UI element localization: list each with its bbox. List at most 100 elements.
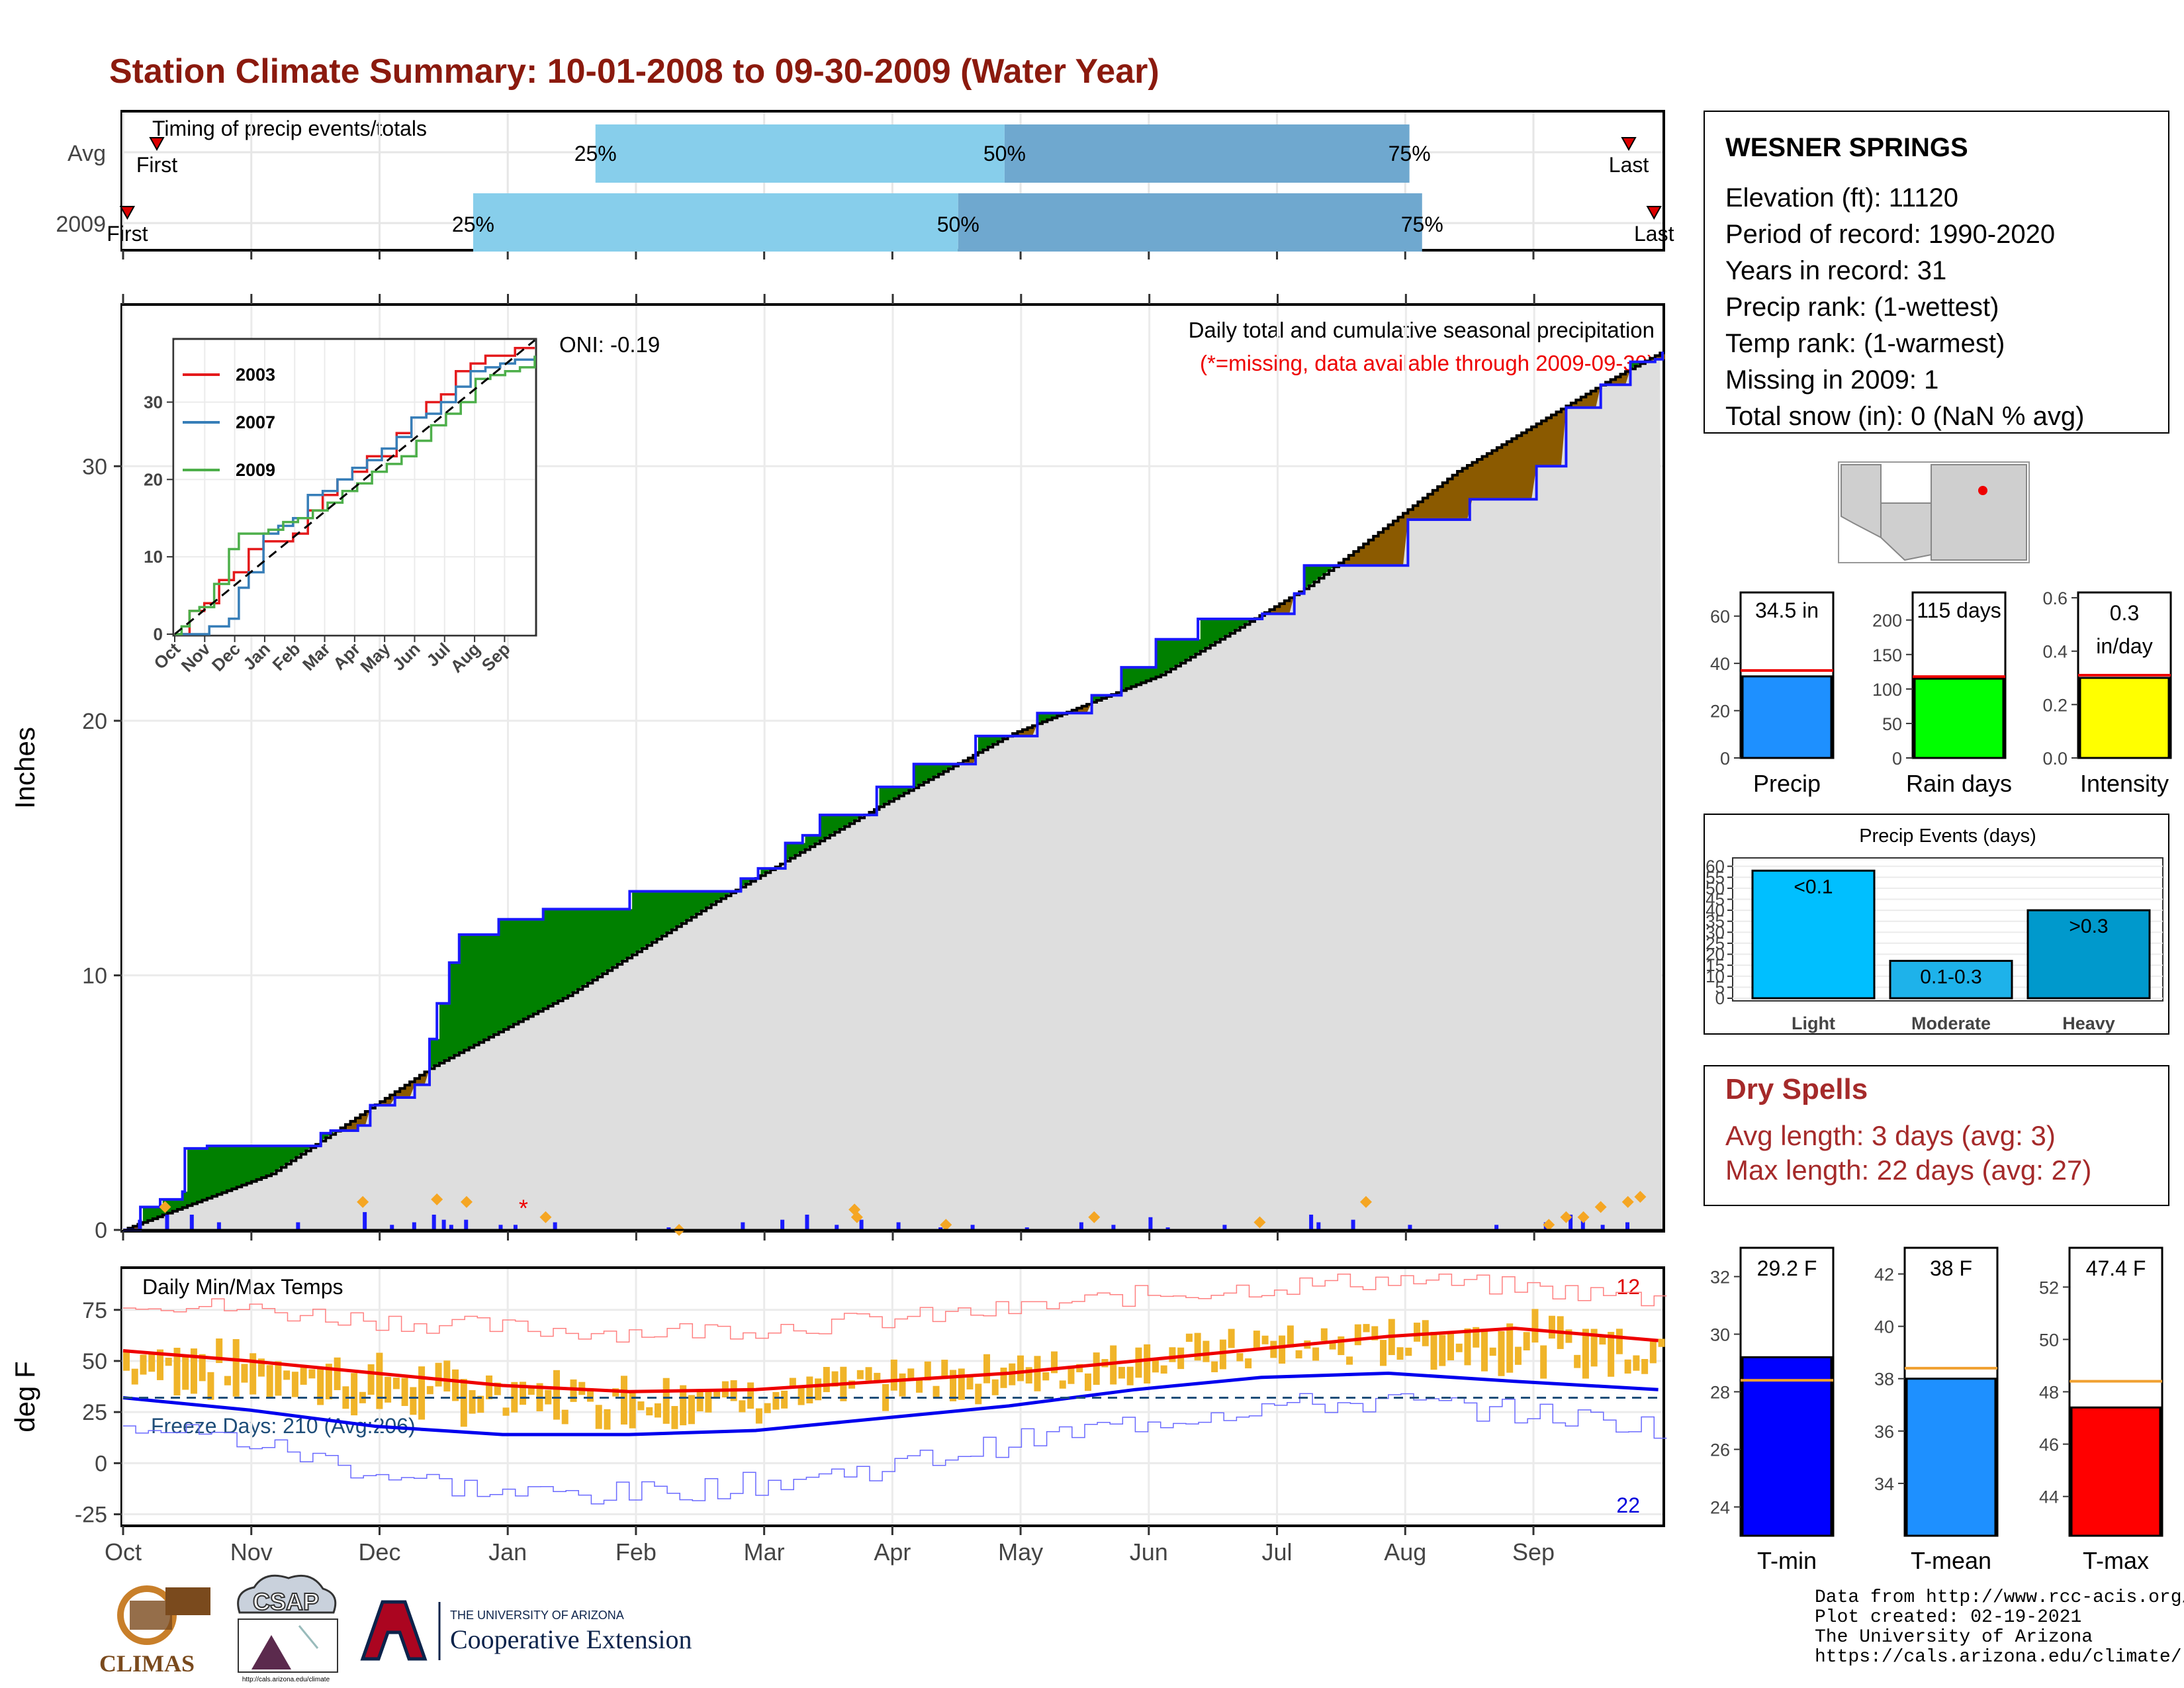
daily-temp-range-bar <box>334 1357 341 1391</box>
annual-y-tick-label: 0.0 <box>2042 749 2068 769</box>
timing-title: Timing of precip events/totals <box>152 117 427 140</box>
annual-y-tick-label: 40 <box>1710 654 1730 674</box>
temp-value-label: 47.4 F <box>2086 1256 2146 1280</box>
temps-x-tick-label: Feb <box>615 1538 657 1566</box>
daily-temp-range-bar <box>966 1376 974 1389</box>
events-y-tick-label: 50 <box>1706 878 1725 898</box>
precip-event-marker <box>159 1201 171 1213</box>
daily-temp-range-bar <box>1363 1324 1370 1333</box>
daily-temp-range-bar <box>300 1366 307 1385</box>
daily-temp-range-bar <box>1615 1329 1623 1354</box>
daily-temp-range-bar <box>856 1370 864 1380</box>
annual-bar-2 <box>2079 677 2170 759</box>
daily-temp-range-bar <box>401 1378 408 1406</box>
annual-y-tick-label: 100 <box>1872 680 1902 700</box>
daily-temp-range-bar <box>1185 1333 1193 1342</box>
daily-temp-range-bar <box>1034 1356 1041 1391</box>
daily-precip-bar <box>1494 1225 1499 1230</box>
daily-temp-range-bar <box>755 1408 762 1424</box>
dry-spells-box: Dry Spells Avg length: 3 days (avg: 3) M… <box>1704 1065 2169 1206</box>
inset-average-line <box>174 339 535 635</box>
daily-temp-range-bar <box>831 1371 839 1387</box>
daily-precip-bar <box>1351 1219 1355 1230</box>
daily-precip-bar <box>1309 1214 1314 1230</box>
daily-precip-bar <box>1569 1214 1573 1230</box>
locator-map <box>1838 461 2030 563</box>
daily-temp-range-bar <box>1219 1339 1226 1370</box>
station-years: Years in record: 31 <box>1725 256 1946 285</box>
station-precip-rank: Precip rank: (1-wettest) <box>1725 293 1999 322</box>
annual-value-label: 34.5 in <box>1755 598 1819 622</box>
daily-temp-range-bar <box>916 1379 923 1393</box>
daily-temp-range-bar <box>1084 1373 1091 1391</box>
daily-temp-range-bar <box>1540 1345 1547 1379</box>
daily-temp-range-bar <box>739 1400 746 1413</box>
daily-temp-range-bar <box>1261 1335 1269 1344</box>
daily-temp-range-bar <box>1608 1332 1615 1377</box>
first-event-marker <box>149 137 165 152</box>
temp-y-tick-label: 24 <box>1710 1498 1730 1518</box>
daily-temp-range-bar <box>1582 1329 1589 1379</box>
page-title: Station Climate Summary: 10-01-2008 to 0… <box>109 52 1160 91</box>
annual-category-label: Rain days <box>1906 770 2012 797</box>
temp-y-tick-label: 44 <box>2039 1487 2059 1507</box>
temps-x-tick-label: Aug <box>1384 1538 1426 1566</box>
daily-temp-range-bar <box>308 1369 316 1379</box>
daily-temp-range-bar <box>1245 1358 1252 1369</box>
daily-temp-range-bar <box>1439 1335 1446 1366</box>
min-count-label: 22 <box>1616 1493 1640 1517</box>
precip-panel: Inches Daily total and cumulative season… <box>9 294 1665 1243</box>
inset-series-2007 <box>175 355 536 635</box>
events-y-tick-label: 15 <box>1706 955 1725 975</box>
event-category-label: Moderate <box>1911 1013 1991 1033</box>
missing-data-marker: * <box>519 1194 528 1221</box>
daily-temp-range-bar <box>1464 1328 1471 1366</box>
precip-event-marker <box>1634 1191 1647 1203</box>
timing-bar-q2-avg <box>1004 124 1410 183</box>
temp-bar-t-max <box>2070 1406 2161 1537</box>
daily-temp-range-bar <box>629 1391 636 1429</box>
ua-big-text: Cooperative Extension <box>450 1624 692 1654</box>
daily-temp-range-bar <box>418 1366 426 1420</box>
daily-temp-range-bar <box>1270 1340 1277 1358</box>
daily-temp-range-bar <box>705 1389 712 1413</box>
daily-temp-range-bar <box>1194 1333 1201 1361</box>
annual-value-label: in/day <box>2096 634 2152 658</box>
daily-precip-bar <box>165 1214 169 1230</box>
daily-temp-range-bar <box>317 1368 324 1405</box>
daily-temp-range-bar <box>207 1372 214 1400</box>
record-high-line <box>123 1273 1667 1343</box>
credit-line-4: https://cals.arizona.edu/climate/ <box>1815 1647 2182 1667</box>
annual-category-label: Intensity <box>2080 770 2169 797</box>
precip-y-label: Inches <box>9 727 40 809</box>
annual-y-tick-label: 200 <box>1872 611 1902 631</box>
temp-y-tick-label: 32 <box>1710 1268 1730 1288</box>
precip-y-tick-label: 30 <box>82 454 107 479</box>
daily-temp-range-bar <box>1253 1331 1260 1349</box>
daily-temp-range-bar <box>1574 1354 1581 1368</box>
daily-temp-range-bar <box>469 1390 476 1414</box>
daily-precip-bar <box>805 1214 809 1230</box>
daily-precip-bar <box>1111 1225 1116 1230</box>
daily-temp-range-bar <box>654 1403 661 1418</box>
daily-temp-range-bar <box>443 1360 451 1392</box>
daily-precip-bar <box>835 1225 839 1230</box>
temp-y-tick-label: 38 <box>1874 1370 1894 1389</box>
precip-event-marker <box>539 1211 552 1223</box>
daily-temp-range-bar <box>595 1405 602 1429</box>
temp-category-label: T-max <box>2083 1547 2149 1574</box>
daily-temp-range-bar <box>688 1395 695 1425</box>
annual-y-tick-label: 20 <box>1710 702 1730 722</box>
daily-temp-range-bar <box>477 1395 484 1413</box>
daily-temp-range-bar <box>1565 1329 1572 1343</box>
daily-temp-range-bar <box>772 1391 780 1410</box>
daily-temp-range-bar <box>241 1364 248 1383</box>
temps-y-tick-label: 50 <box>82 1349 107 1374</box>
daily-temp-range-bar <box>646 1407 653 1416</box>
daily-precip-bar <box>390 1225 394 1230</box>
daily-temp-range-bar <box>941 1360 948 1380</box>
daily-temp-range-bar <box>604 1409 611 1430</box>
daily-temp-range-bar <box>351 1373 358 1416</box>
temp-y-tick-label: 48 <box>2039 1383 2059 1403</box>
temps-x-tick-label: Sep <box>1512 1538 1555 1566</box>
